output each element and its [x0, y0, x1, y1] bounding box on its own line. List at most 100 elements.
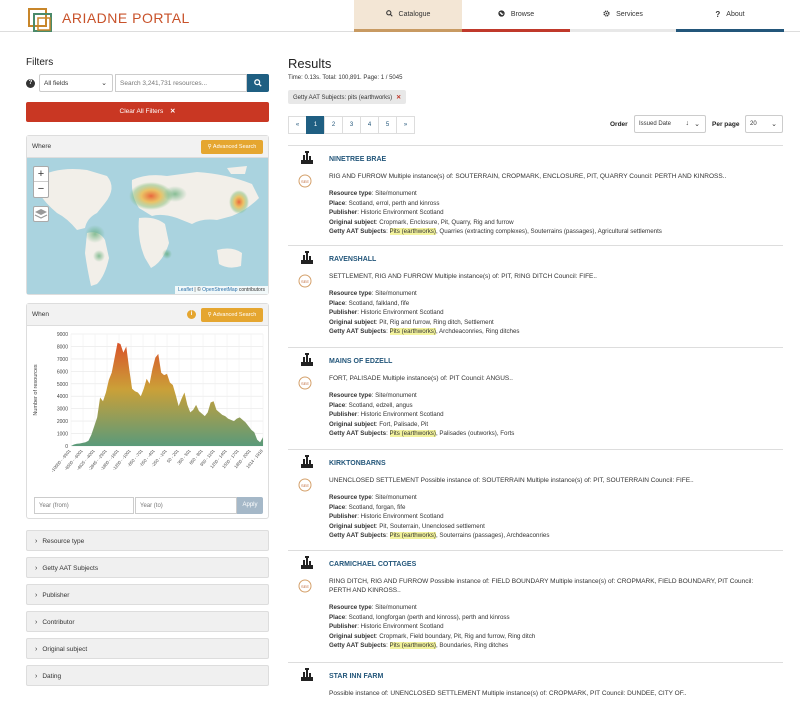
y-tick-label: 0 — [65, 444, 68, 450]
world-map[interactable]: + − Leaflet | © OpenStreetMap contributo… — [27, 158, 268, 294]
row-value: , Archdeaconries, Ring ditches — [435, 328, 520, 336]
page-first-button[interactable]: « — [288, 116, 307, 134]
page-last-button[interactable]: » — [396, 116, 415, 134]
page-1-button[interactable]: 1 — [306, 116, 325, 134]
facet-dating[interactable]: › Dating — [26, 665, 269, 686]
per-page-select[interactable]: 20 ⌄ — [745, 115, 783, 133]
result-title[interactable]: RAVENSHALL — [329, 256, 377, 263]
result-title[interactable]: CARMICHAEL COTTAGES — [329, 561, 417, 568]
search-input[interactable]: Search 3,241,731 resources... — [115, 74, 247, 92]
apply-button[interactable]: Apply — [237, 497, 263, 514]
publisher-row: Publisher: Historic Environment Scotland — [329, 411, 444, 419]
map-attribution: Leaflet | © OpenStreetMap contributors — [175, 286, 268, 294]
y-tick-label: 5000 — [57, 382, 68, 388]
where-panel-header: Where ⚲ Advanced Search — [27, 136, 268, 158]
order-value: Issued Date — [639, 121, 672, 127]
sort-descending-icon[interactable]: ↓ — [685, 120, 690, 127]
help-icon[interactable]: ? — [26, 79, 35, 88]
time-histogram[interactable]: 0100020003000400050006000700080009000-10… — [27, 326, 268, 496]
result-description: UNENCLOSED SETTLEMENT Possible instance … — [329, 477, 694, 484]
clear-all-filters-button[interactable]: Clear All Filters ✕ — [26, 102, 269, 122]
field-select-value: All fields — [44, 80, 69, 87]
highlighted-subject[interactable]: Pits (earthworks) — [389, 642, 436, 650]
nav-services[interactable]: Services — [570, 0, 676, 32]
result-description: RIG AND FURROW Multiple instance(s) of: … — [329, 173, 727, 180]
remove-filter-icon[interactable]: ✕ — [396, 95, 402, 101]
year-to-input[interactable]: Year (to) — [135, 497, 237, 514]
field-select[interactable]: All fields ⌄ — [39, 74, 113, 92]
page-5-button[interactable]: 5 — [378, 116, 397, 134]
highlighted-subject[interactable]: Pits (earthworks) — [389, 228, 436, 236]
result-title[interactable]: STAR INN FARM — [329, 673, 384, 680]
when-advanced-search-button[interactable]: ⚲ Advanced Search — [201, 308, 263, 322]
nav-about[interactable]: ? About — [676, 0, 784, 32]
result-title[interactable]: KIRKTONBARNS — [329, 460, 386, 467]
row-label: Resource type — [329, 604, 372, 611]
order-select[interactable]: Issued Date ↓ ⌄ — [634, 115, 706, 133]
monument-icon — [300, 455, 314, 469]
result-description: Possible instance of: UNENCLOSED SETTLEM… — [329, 690, 687, 697]
logo-text[interactable]: ARIADNE PORTAL — [62, 10, 190, 26]
search-icon — [254, 79, 262, 87]
zoom-out-button[interactable]: − — [37, 183, 45, 195]
chevron-right-icon: › — [35, 646, 38, 653]
nav-catalogue[interactable]: Catalogue — [354, 0, 462, 32]
layers-button[interactable] — [33, 206, 49, 222]
facet-contributor[interactable]: › Contributor — [26, 611, 269, 632]
result-item: SEE MAINS OF EDZELL FORT, PALISADE Multipl… — [288, 347, 783, 449]
nav-browse[interactable]: Browse — [462, 0, 570, 32]
zoom-in-button[interactable]: + — [34, 167, 48, 182]
facet-original-subject[interactable]: › Original subject — [26, 638, 269, 659]
y-tick-label: 4000 — [57, 394, 68, 400]
leaflet-link[interactable]: Leaflet — [178, 287, 194, 293]
result-item: SEE KIRKTONBARNS UNENCLOSED SETTLEMENT Pos… — [288, 449, 783, 550]
active-filter-chip[interactable]: Getty AAT Subjects: pits (earthworks) ✕ — [288, 90, 407, 104]
chevron-down-icon: ⌄ — [694, 121, 700, 128]
result-title[interactable]: NINETREE BRAE — [329, 156, 387, 163]
order-label: Order — [610, 121, 628, 128]
osm-link[interactable]: OpenStreetMap — [202, 287, 238, 293]
info-icon[interactable]: i — [187, 310, 196, 319]
result-item: SEE NINETREE BRAE RIG AND FURROW Multiple … — [288, 145, 783, 245]
publisher-row: Publisher: Historic Environment Scotland — [329, 623, 444, 631]
svg-text:SEE: SEE — [301, 584, 309, 589]
result-title[interactable]: MAINS OF EDZELL — [329, 358, 393, 365]
original-subject-row: Original subject: Cropmark, Field bounda… — [329, 632, 536, 640]
svg-text:SEE: SEE — [301, 381, 309, 386]
row-label: Resource type — [329, 494, 372, 501]
highlighted-subject[interactable]: Pits (earthworks) — [389, 430, 436, 438]
publisher-row: Publisher: Historic Environment Scotland — [329, 513, 444, 521]
active-filter-label: Getty AAT Subjects: pits (earthworks) — [293, 95, 393, 101]
y-tick-label: 7000 — [57, 357, 68, 363]
monument-icon — [300, 556, 314, 570]
facet-resource-type[interactable]: › Resource type — [26, 530, 269, 551]
page-2-button[interactable]: 2 — [324, 116, 343, 134]
row-value: Site/monument — [375, 290, 417, 297]
place-row: Place: Scotland, errol, perth and kinros… — [329, 199, 440, 207]
facet-getty-aat-subjects[interactable]: › Getty AAT Subjects — [26, 557, 269, 578]
where-advanced-search-button[interactable]: ⚲ Advanced Search — [201, 140, 263, 154]
highlighted-subject[interactable]: Pits (earthworks) — [389, 532, 436, 540]
page-3-button[interactable]: 3 — [342, 116, 361, 134]
y-tick-label: 6000 — [57, 369, 68, 375]
when-panel: When i ⚲ Advanced Search 0 1000 2000 3000 40… — [26, 303, 269, 519]
clear-all-filters-label: Clear All Filters — [119, 108, 164, 115]
map-layer — [37, 166, 259, 286]
row-value: Cropmark, Enclosure, Pit, Quarry, Rig an… — [379, 218, 514, 226]
row-label: Publisher — [329, 209, 358, 217]
series-area[interactable] — [71, 342, 263, 446]
facet-publisher[interactable]: › Publisher — [26, 584, 269, 605]
page-4-button[interactable]: 4 — [360, 116, 379, 134]
year-from-input[interactable]: Year (from) — [34, 497, 134, 514]
row-value: Pit, Rig and furrow, Ring ditch, Settlem… — [379, 318, 494, 326]
publisher-row: Publisher: Historic Environment Scotland — [329, 309, 444, 317]
chevron-down-icon: ⌄ — [771, 121, 777, 128]
ariadne-logo-icon[interactable] — [28, 8, 56, 36]
search-button[interactable] — [247, 74, 269, 92]
highlighted-subject[interactable]: Pits (earthworks) — [389, 328, 436, 336]
aat-subjects-row: Getty AAT Subjects: Pits (earthworks), A… — [329, 328, 520, 336]
when-advanced-search-label: Advanced Search — [212, 312, 257, 318]
row-label: Getty AAT Subjects — [329, 532, 387, 540]
original-subject-row: Original subject: Fort, Palisade, Pit — [329, 420, 429, 428]
facet-label: Dating — [42, 673, 62, 680]
